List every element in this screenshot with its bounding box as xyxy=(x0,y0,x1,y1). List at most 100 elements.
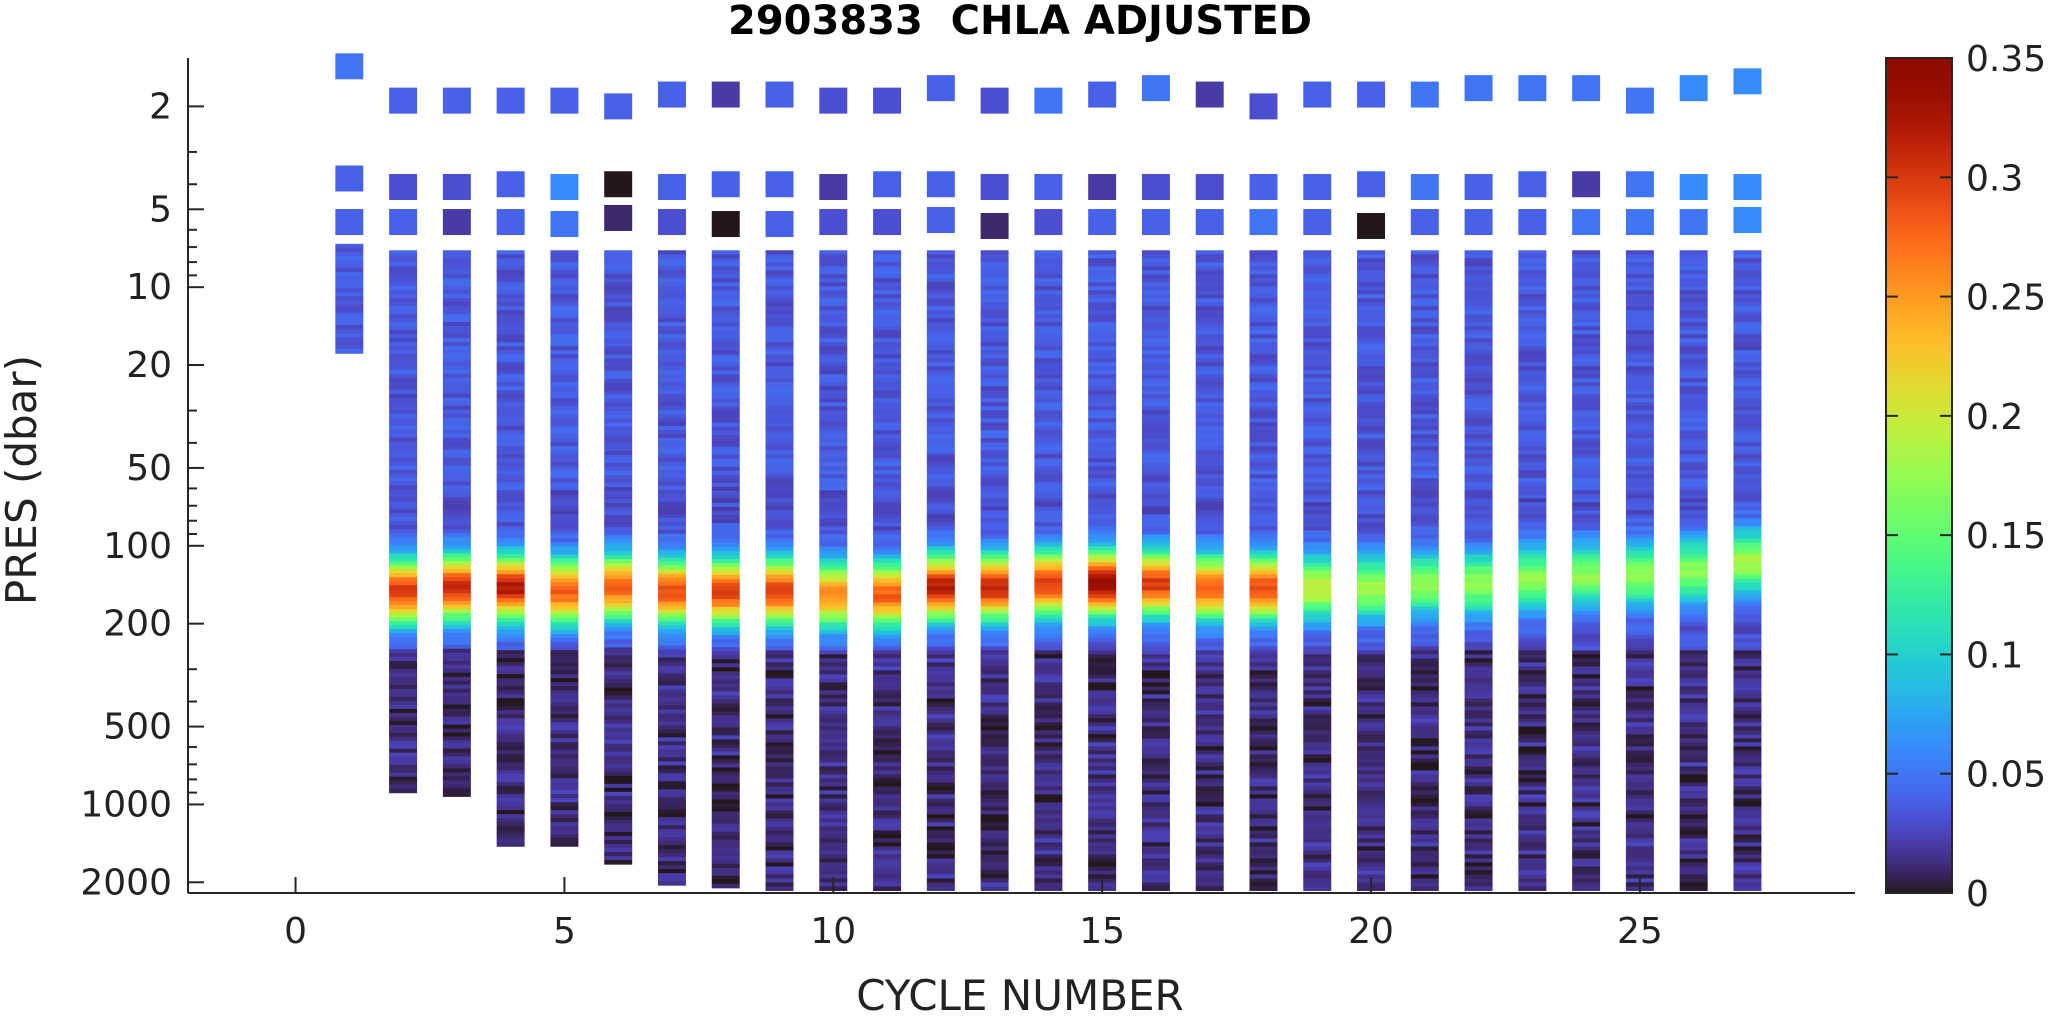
profile-cell xyxy=(1572,426,1601,431)
profile-cell xyxy=(1034,302,1063,307)
profile-cell xyxy=(1141,710,1170,715)
profile-cell xyxy=(604,414,633,420)
profile-cell xyxy=(657,577,686,583)
profile-cell xyxy=(765,682,794,687)
profile-cell xyxy=(496,254,525,259)
profile-column-21 xyxy=(1410,81,1439,892)
profile-cell xyxy=(1733,546,1762,551)
profile-cell xyxy=(1034,814,1063,820)
profile-cell xyxy=(873,442,902,447)
profile-cell xyxy=(604,591,633,596)
profile-cell xyxy=(604,767,633,773)
profile-cell xyxy=(765,622,794,627)
profile-cell xyxy=(873,642,902,647)
profile-cell xyxy=(1303,262,1332,267)
profile-cell xyxy=(980,386,1009,391)
profile-cell xyxy=(335,272,364,277)
profile-cell xyxy=(1410,394,1439,399)
profile-cell xyxy=(926,546,955,551)
profile-cell xyxy=(1088,398,1117,403)
colorbar-cell xyxy=(1886,621,1952,627)
profile-cell xyxy=(765,586,794,591)
profile-cell xyxy=(1733,650,1762,655)
profile-cell xyxy=(1141,846,1170,852)
profile-cell xyxy=(604,250,633,255)
profile-cell xyxy=(1625,786,1654,791)
profile-cell xyxy=(765,650,794,655)
profile-cell xyxy=(1464,786,1493,791)
profile-cell xyxy=(550,450,579,455)
profile-cell xyxy=(980,658,1009,663)
colorbar-cell xyxy=(1886,496,1952,502)
profile-cell xyxy=(1625,782,1654,787)
profile-cell xyxy=(1249,498,1278,503)
profile-cell xyxy=(711,258,740,263)
profile-cell xyxy=(1303,806,1332,811)
profile-cell xyxy=(442,405,471,411)
profile-cell xyxy=(1249,486,1278,491)
profile-cell xyxy=(657,861,686,866)
profile-cell xyxy=(873,390,902,395)
profile-column-26 xyxy=(1679,75,1708,892)
profile-cell xyxy=(711,314,740,320)
colorbar-cell xyxy=(1886,116,1952,122)
profile-cell xyxy=(389,736,418,742)
profile-cell xyxy=(1195,882,1224,888)
profile-cell xyxy=(1249,386,1278,391)
colorbar-cell xyxy=(1886,617,1952,623)
profile-cell xyxy=(1034,794,1063,799)
profile-cell xyxy=(1088,566,1117,571)
colorbar-cell xyxy=(1886,567,1952,573)
profile-cell xyxy=(1518,682,1547,687)
profile-cell xyxy=(1679,282,1708,287)
profile-cell xyxy=(550,418,579,423)
profile-cell xyxy=(1410,594,1439,599)
profile-cell xyxy=(926,446,955,451)
profile-cell xyxy=(765,422,794,427)
profile-cell xyxy=(1625,294,1654,299)
profile-cell xyxy=(550,390,579,395)
profile-cell xyxy=(711,779,740,785)
profile-cell xyxy=(1303,602,1332,607)
profile-cell xyxy=(1088,790,1117,795)
profile-cell xyxy=(1195,374,1224,379)
profile-cell xyxy=(1195,454,1224,459)
profile-cell xyxy=(1034,602,1063,607)
profile-cell xyxy=(711,522,740,528)
profile-cell xyxy=(442,485,471,490)
profile-cell xyxy=(1249,358,1278,363)
profile-cell xyxy=(711,498,740,504)
profile-cell xyxy=(1303,834,1332,840)
profile-cell xyxy=(1141,434,1170,439)
profile-cell xyxy=(765,678,794,683)
profile-cell xyxy=(604,410,633,416)
profile-cell xyxy=(550,314,579,319)
profile-cell xyxy=(1034,810,1063,815)
profile-cell xyxy=(765,394,794,399)
profile-cell xyxy=(1733,842,1762,848)
profile-cell xyxy=(765,270,794,275)
profile-cell xyxy=(711,731,740,737)
colorbar-cell xyxy=(1886,412,1952,418)
profile-cell xyxy=(1464,302,1493,307)
profile-cell xyxy=(1303,734,1332,739)
profile-cell xyxy=(1518,882,1547,888)
profile-cell xyxy=(604,579,633,584)
profile-cell xyxy=(442,377,471,383)
profile-cell xyxy=(926,798,955,803)
profile-cell xyxy=(496,542,525,547)
profile-cell xyxy=(1625,818,1654,824)
profile-cell xyxy=(604,511,633,516)
profile-cell xyxy=(1357,494,1386,499)
profile-cell xyxy=(1733,406,1762,411)
profile-cell xyxy=(1410,854,1439,860)
profile-cell xyxy=(1410,438,1439,443)
profile-cell xyxy=(711,470,740,476)
profile-cell xyxy=(819,398,848,403)
profile-cell xyxy=(1088,646,1117,651)
profile-cell xyxy=(657,334,686,339)
profile-cell xyxy=(1410,750,1439,755)
profile-cell xyxy=(389,633,418,638)
profile-cell xyxy=(1464,622,1493,627)
profile-cell xyxy=(1679,694,1708,699)
